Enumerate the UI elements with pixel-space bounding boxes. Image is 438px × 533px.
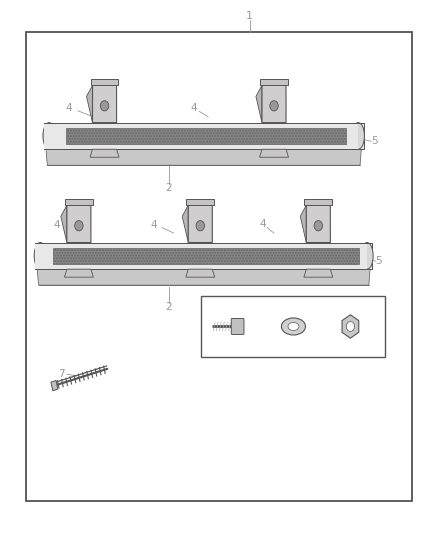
Polygon shape bbox=[49, 123, 364, 149]
Text: 2: 2 bbox=[165, 302, 172, 312]
Text: 7: 7 bbox=[58, 369, 65, 379]
Polygon shape bbox=[256, 85, 262, 123]
Text: 4: 4 bbox=[190, 103, 197, 113]
Text: 2: 2 bbox=[165, 183, 172, 192]
Ellipse shape bbox=[196, 221, 205, 231]
Polygon shape bbox=[186, 269, 215, 277]
Polygon shape bbox=[90, 149, 119, 157]
Polygon shape bbox=[51, 381, 58, 391]
Ellipse shape bbox=[352, 123, 364, 149]
Polygon shape bbox=[37, 269, 370, 285]
Polygon shape bbox=[53, 248, 359, 264]
Text: 4: 4 bbox=[259, 219, 266, 229]
Text: 4: 4 bbox=[65, 103, 72, 113]
Text: 5: 5 bbox=[375, 256, 382, 266]
Ellipse shape bbox=[270, 101, 278, 111]
Polygon shape bbox=[304, 198, 332, 205]
Text: 4: 4 bbox=[53, 220, 60, 230]
Text: 1: 1 bbox=[246, 11, 253, 21]
Polygon shape bbox=[92, 85, 117, 123]
FancyBboxPatch shape bbox=[231, 319, 244, 335]
Polygon shape bbox=[304, 269, 333, 277]
Polygon shape bbox=[91, 78, 118, 85]
Ellipse shape bbox=[34, 243, 46, 269]
Ellipse shape bbox=[346, 321, 354, 332]
Ellipse shape bbox=[281, 318, 306, 335]
Bar bbox=[201, 296, 385, 357]
Polygon shape bbox=[61, 205, 67, 243]
Bar bbox=[26, 32, 412, 501]
Polygon shape bbox=[67, 205, 91, 243]
Polygon shape bbox=[187, 198, 214, 205]
Ellipse shape bbox=[74, 221, 83, 231]
Polygon shape bbox=[188, 205, 212, 243]
Polygon shape bbox=[262, 85, 286, 123]
Ellipse shape bbox=[43, 123, 55, 149]
Text: 3: 3 bbox=[96, 254, 103, 263]
Polygon shape bbox=[65, 198, 93, 205]
Polygon shape bbox=[260, 149, 289, 157]
Polygon shape bbox=[86, 85, 92, 123]
Polygon shape bbox=[35, 243, 367, 269]
Polygon shape bbox=[342, 314, 359, 338]
Polygon shape bbox=[44, 123, 358, 149]
Text: 6: 6 bbox=[290, 310, 297, 319]
Polygon shape bbox=[306, 205, 330, 243]
Ellipse shape bbox=[361, 243, 373, 269]
Text: 4: 4 bbox=[150, 220, 157, 230]
Polygon shape bbox=[182, 205, 188, 243]
Text: 3: 3 bbox=[121, 136, 128, 146]
Polygon shape bbox=[64, 269, 93, 277]
Text: 5: 5 bbox=[371, 136, 378, 146]
Ellipse shape bbox=[288, 322, 299, 330]
Polygon shape bbox=[300, 205, 306, 243]
Polygon shape bbox=[40, 243, 372, 269]
Ellipse shape bbox=[100, 101, 109, 111]
Text: 3: 3 bbox=[187, 254, 194, 263]
Polygon shape bbox=[46, 149, 361, 165]
Polygon shape bbox=[260, 78, 288, 85]
Polygon shape bbox=[66, 128, 346, 144]
Polygon shape bbox=[35, 243, 372, 269]
Ellipse shape bbox=[314, 221, 322, 231]
Polygon shape bbox=[44, 123, 364, 149]
